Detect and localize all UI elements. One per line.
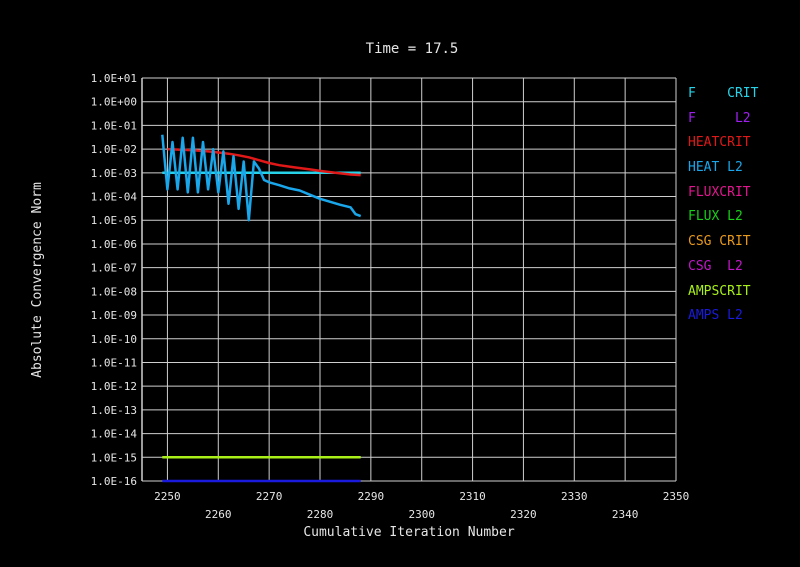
y-axis-label: Absolute Convergence Norm [30,182,45,378]
legend-item: AMPSCRIT [688,283,751,299]
x-tick-label: 2330 [561,490,588,503]
grid [141,77,677,482]
x-tick-labels: 2250 2270 2290 2310 2330 2350 2260 2280 2300 2320… [154,490,689,521]
y-tick-labels: 1.0E+01 1.0E+00 1.0E-01 1.0E-02 1.0E-03 1.0E-… [91,72,138,488]
y-tick-label: 1.0E-08 [91,285,137,298]
y-tick-label: 1.0E-04 [91,191,138,204]
y-tick-label: 1.0E-02 [91,143,137,156]
x-tick-label: 2270 [256,490,283,503]
y-tick-label: 1.0E+01 [91,72,137,85]
y-tick-label: 1.0E-16 [91,475,137,488]
y-tick-label: 1.0E-14 [91,428,138,441]
legend-item: CSG L2 [688,258,743,274]
y-tick-label: 1.0E-12 [91,380,137,393]
legend-item: HEAT L2 [688,160,743,176]
series-line-heat-l2 [161,134,362,222]
x-tick-label: 2310 [459,490,486,503]
y-tick-label: 1.0E-01 [91,119,137,132]
series-layer [161,134,362,483]
y-tick-label: 1.0E-05 [91,214,137,227]
x-tick-label: 2280 [307,508,334,521]
y-tick-label: 1.0E-03 [91,167,137,180]
y-tick-label: 1.0E+00 [91,96,137,109]
legend-item: AMPS L2 [688,308,743,324]
y-tick-label: 1.0E-13 [91,404,137,417]
x-tick-label: 2320 [510,508,537,521]
chart-title: Time = 17.5 [366,41,459,57]
x-tick-label: 2300 [408,508,435,521]
legend-item: HEATCRIT [688,135,751,151]
legend-item: F L2 [688,110,751,126]
legend-item: F CRIT [688,86,759,101]
x-tick-label: 2350 [663,490,690,503]
x-tick-label: 2340 [612,508,639,521]
x-tick-label: 2250 [154,490,181,503]
y-tick-label: 1.0E-07 [91,262,137,275]
legend: F CRIT F L2 HEATCRIT HEAT L2 FLUXCRIT FLUX L2… [688,86,758,333]
y-tick-label: 1.0E-09 [91,309,137,322]
y-tick-label: 1.0E-15 [91,451,137,464]
y-tick-label: 1.0E-11 [91,356,137,369]
y-tick-label: 1.0E-10 [91,333,137,346]
legend-item: FLUXCRIT [688,184,751,200]
legend-item: CSG CRIT [688,234,751,250]
x-axis-label: Cumulative Iteration Number [303,525,514,540]
legend-item: FLUX L2 [688,209,743,225]
x-tick-label: 2290 [358,490,385,503]
x-tick-label: 2260 [205,508,232,521]
y-tick-label: 1.0E-06 [91,238,137,251]
